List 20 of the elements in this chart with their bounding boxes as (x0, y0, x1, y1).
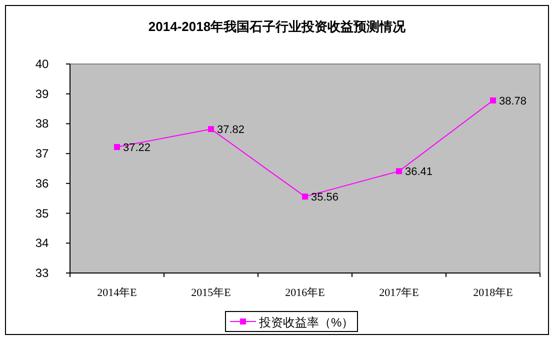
data-label: 36.41 (405, 166, 433, 178)
ytick: 33 (35, 266, 49, 280)
title: 2014-2018年我国石子行业投资收益预测情况 (148, 19, 406, 34)
xtick: 2015年E (191, 287, 231, 299)
xtick: 2016年E (285, 287, 325, 299)
ytick: 35 (35, 206, 49, 220)
ytick: 38 (35, 116, 49, 131)
ytick: 36 (35, 176, 49, 190)
ytick: 34 (35, 236, 49, 250)
ytick: 39 (35, 86, 49, 101)
ytick: 37 (35, 146, 49, 161)
data-label: 35.56 (311, 192, 339, 204)
data-label: 37.22 (123, 142, 151, 154)
xtick: 2017年E (379, 287, 419, 299)
data-label: 38.78 (499, 95, 527, 108)
data-label: 37.82 (217, 124, 245, 136)
xtick: 2018年E (473, 287, 513, 299)
xtick: 2014年E (97, 287, 137, 299)
ytick: 40 (35, 57, 49, 71)
legend-label: 投资收益率（%） (259, 316, 354, 330)
